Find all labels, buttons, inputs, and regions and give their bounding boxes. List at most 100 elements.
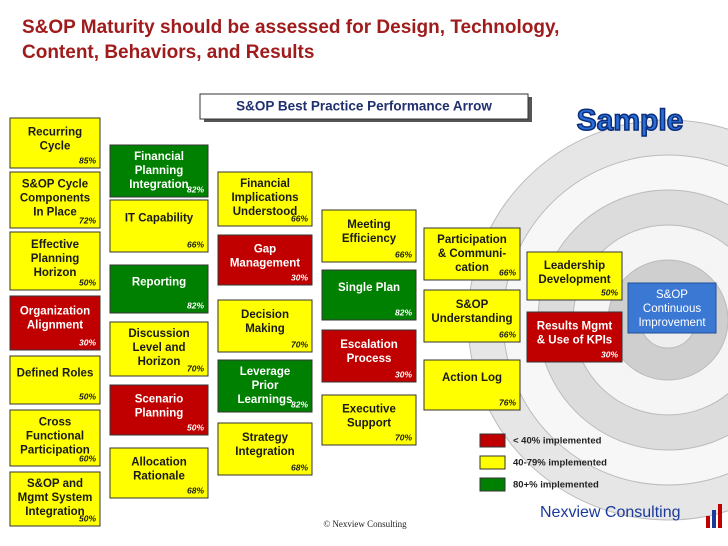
- maturity-box: [217, 422, 313, 476]
- box-label: Gap: [254, 244, 276, 256]
- boxes: Recurring Cycle 85% S&OP Cycle Components In …: [9, 117, 706, 527]
- box-label: Leverage: [240, 366, 291, 378]
- box-label: Results Mgmt: [537, 321, 613, 333]
- box-percent: 76%: [499, 397, 516, 407]
- box-label: In Place: [33, 207, 76, 219]
- box-label: Organization: [20, 306, 90, 318]
- box-label: Planning: [31, 253, 80, 265]
- box-label: Process: [347, 353, 392, 365]
- box-label: S&OP Cycle: [22, 179, 88, 191]
- box-label: Financial: [240, 178, 290, 190]
- box-percent: 82%: [187, 300, 204, 310]
- box-percent: 50%: [79, 391, 96, 401]
- box-label: Horizon: [34, 267, 77, 279]
- maturity-box: [109, 199, 209, 253]
- box-label: Implications: [231, 192, 298, 204]
- box-label: Reporting: [132, 277, 186, 289]
- box-label: Cross: [39, 417, 72, 429]
- box-percent: 85%: [79, 155, 96, 165]
- maturity-box: [321, 269, 417, 321]
- maturity-box: [321, 209, 417, 263]
- box-label: & Communi-: [438, 248, 507, 260]
- maturity-box: [217, 171, 313, 227]
- legend-label: 40-79% implemented: [513, 458, 607, 469]
- sample-label: Sample: [577, 104, 684, 137]
- box-label: Rationale: [133, 471, 185, 483]
- maturity-box: [526, 251, 623, 301]
- box-label: Development: [538, 274, 610, 286]
- box-label: Participation: [437, 234, 507, 246]
- box-label: S&OP and: [27, 478, 83, 490]
- improvement-label: Continuous: [643, 303, 701, 315]
- box-percent: 70%: [187, 363, 204, 373]
- legend-swatch: [479, 455, 506, 470]
- legend-label: 80+% implemented: [513, 480, 599, 491]
- maturity-box: [109, 144, 209, 198]
- maturity-box: [9, 117, 101, 169]
- box-label: Decision: [241, 309, 289, 321]
- maturity-box: [109, 264, 209, 314]
- maturity-box: [217, 359, 313, 413]
- box-label: Scenario: [135, 394, 184, 406]
- box-label: Executive: [342, 404, 396, 416]
- maturity-box: [9, 231, 101, 291]
- legend-swatch: [479, 477, 506, 492]
- box-label: Mgmt System: [18, 492, 93, 504]
- box-label: S&OP: [456, 299, 489, 311]
- box-percent: 30%: [291, 272, 308, 282]
- maturity-box: [9, 471, 101, 527]
- box-label: & Use of KPIs: [537, 335, 612, 347]
- box-percent: 70%: [395, 432, 412, 442]
- maturity-box: [321, 394, 417, 446]
- box-label: Planning: [135, 165, 184, 177]
- box-label: Integration: [25, 506, 84, 518]
- box-percent: 82%: [187, 184, 204, 194]
- box-label: Making: [245, 323, 285, 335]
- box-label: IT Capability: [125, 213, 194, 225]
- legend-swatch: [479, 433, 506, 448]
- box-percent: 66%: [187, 239, 204, 249]
- maturity-box: [9, 171, 101, 229]
- maturity-box: [109, 447, 209, 499]
- legend-label: < 40% implemented: [513, 436, 602, 447]
- box-label: Allocation: [131, 457, 187, 469]
- maturity-box: [526, 311, 623, 363]
- box-label: Prior: [252, 380, 279, 392]
- brand: Nexview Consulting: [540, 504, 681, 521]
- box-label: Single Plan: [338, 282, 400, 294]
- box-percent: 70%: [291, 339, 308, 349]
- maturity-box: [9, 409, 101, 467]
- box-label: Management: [230, 258, 300, 270]
- box-percent: 50%: [187, 422, 204, 432]
- box-label: Support: [347, 418, 391, 430]
- maturity-box: [109, 384, 209, 436]
- box-label: Components: [20, 193, 90, 205]
- box-label: Defined Roles: [17, 368, 94, 380]
- maturity-box: [217, 234, 313, 286]
- box-label: Cycle: [40, 141, 71, 153]
- brand-icon: [706, 504, 722, 528]
- box-percent: 30%: [395, 369, 412, 379]
- box-percent: 50%: [79, 513, 96, 523]
- box-label: Recurring: [28, 127, 82, 139]
- box-label: Strategy: [242, 432, 289, 444]
- maturity-box: [217, 299, 313, 353]
- box-label: Learnings: [238, 394, 293, 406]
- box-percent: 68%: [291, 462, 308, 472]
- box-percent: 66%: [291, 213, 308, 223]
- maturity-box: [9, 295, 101, 351]
- maturity-box: [9, 355, 101, 405]
- box-label: Discussion: [128, 328, 189, 340]
- box-percent: 50%: [79, 277, 96, 287]
- box-label: Effective: [31, 239, 79, 251]
- box-percent: 60%: [79, 453, 96, 463]
- box-label: Horizon: [138, 356, 181, 368]
- improvement-label: S&OP: [656, 289, 688, 301]
- box-percent: 66%: [395, 249, 412, 259]
- box-label: Escalation: [340, 339, 398, 351]
- box-label: Integration: [235, 446, 294, 458]
- title-line: Content, Behaviors, and Results: [22, 42, 314, 63]
- box-label: Alignment: [27, 320, 83, 332]
- maturity-box: [423, 227, 521, 281]
- box-label: Efficiency: [342, 233, 397, 245]
